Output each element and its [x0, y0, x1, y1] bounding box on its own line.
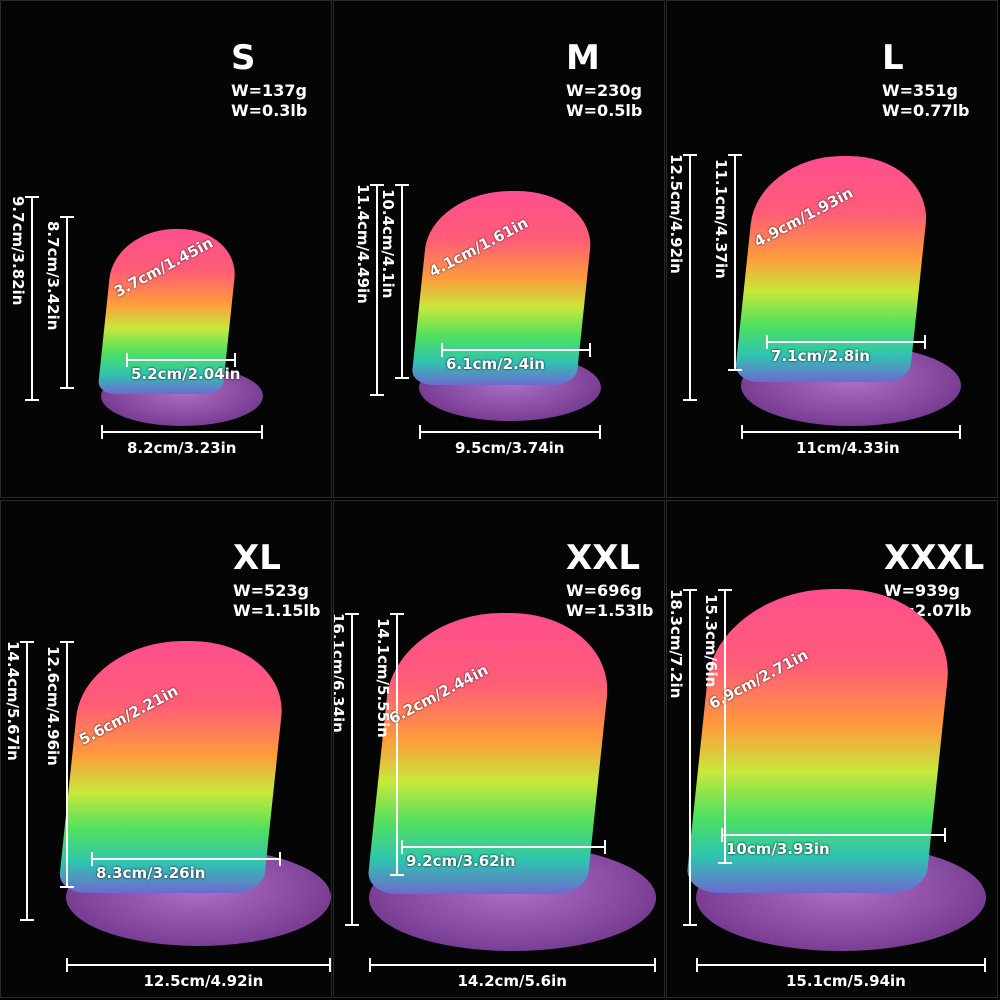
weight-pounds: W=1.15lb	[233, 601, 321, 620]
shaft-width-label: 5.2cm/2.04in	[131, 365, 241, 383]
shaft-width-line	[766, 335, 926, 349]
size-panel: XL W=523g W=1.15lb 14.4cm/5.67in 12.6cm/4.96…	[0, 500, 332, 998]
insert-length-label: 11.1cm/4.37in	[712, 159, 730, 279]
total-height-label: 14.4cm/5.67in	[4, 641, 22, 761]
shaft-width-label: 7.1cm/2.8in	[771, 347, 870, 365]
weight-pounds: W=0.77lb	[882, 101, 970, 120]
insert-length-label: 15.3cm/6in	[702, 594, 720, 688]
base-width-label: 11cm/4.33in	[796, 439, 900, 457]
base-width-label: 14.2cm/5.6in	[457, 972, 567, 990]
shaft-width-line	[91, 852, 281, 866]
shaft-width-line	[721, 828, 946, 842]
size-panel: S W=137g W=0.3lb 9.7cm/3.82in 8.7cm/3.42in 3.…	[0, 0, 332, 498]
base-width-line	[369, 958, 656, 972]
size-panel: XXXL W=939g W=2.07lb 18.3cm/7.2in 15.3cm/6in…	[666, 500, 998, 998]
insert-length-line	[728, 154, 742, 371]
size-label: M	[566, 38, 600, 78]
total-height-line	[25, 196, 39, 401]
base-width-label: 9.5cm/3.74in	[455, 439, 565, 457]
size-label: S	[231, 38, 256, 78]
total-height-label: 18.3cm/7.2in	[667, 589, 685, 699]
shaft-width-label: 8.3cm/3.26in	[96, 864, 206, 882]
insert-length-label: 12.6cm/4.96in	[44, 646, 62, 766]
total-height-label: 11.4cm/4.49in	[354, 184, 372, 304]
shaft-width-line	[401, 840, 606, 854]
base-width-label: 8.2cm/3.23in	[127, 439, 237, 457]
insert-length-line	[718, 589, 732, 864]
shaft-width-label: 6.1cm/2.4in	[446, 355, 545, 373]
insert-length-label: 8.7cm/3.42in	[44, 221, 62, 331]
weight-pounds: W=0.5lb	[566, 101, 643, 120]
size-panel: XXL W=696g W=1.53lb 16.1cm/6.34in 14.1cm/5.5…	[333, 500, 665, 998]
shaft-width-label: 9.2cm/3.62in	[406, 852, 516, 870]
base-width-line	[741, 425, 961, 439]
insert-length-line	[60, 216, 74, 389]
total-height-label: 16.1cm/6.34in	[333, 613, 347, 733]
base-width-label: 12.5cm/4.92in	[143, 972, 264, 990]
shaft-width-label: 10cm/3.93in	[726, 840, 830, 858]
insert-length-line	[395, 184, 409, 379]
insert-length-line	[60, 641, 74, 888]
weight-grams: W=137g	[231, 81, 307, 100]
base-width-line	[419, 425, 601, 439]
shaft-width-line	[441, 343, 591, 357]
total-height-line	[345, 613, 359, 926]
insert-length-line	[390, 613, 404, 876]
base-width-line	[66, 958, 331, 972]
size-label: L	[882, 38, 904, 78]
weight-pounds: W=0.3lb	[231, 101, 308, 120]
total-height-line	[683, 589, 697, 926]
size-panel: L W=351g W=0.77lb 12.5cm/4.92in 11.1cm/4.37i…	[666, 0, 998, 498]
weight-grams: W=523g	[233, 581, 309, 600]
size-label: XXL	[566, 538, 641, 578]
weight-pounds: W=1.53lb	[566, 601, 654, 620]
size-label: XL	[233, 538, 281, 578]
base-width-line	[101, 425, 263, 439]
total-height-line	[370, 184, 384, 396]
shaft-width-line	[126, 353, 236, 367]
total-height-line	[683, 154, 697, 401]
insert-length-label: 10.4cm/4.1in	[379, 189, 397, 299]
size-panel: M W=230g W=0.5lb 11.4cm/4.49in 10.4cm/4.1in 4…	[333, 0, 665, 498]
total-height-label: 9.7cm/3.82in	[9, 196, 27, 306]
weight-grams: W=230g	[566, 81, 642, 100]
size-label: XXXL	[884, 538, 985, 578]
weight-grams: W=696g	[566, 581, 642, 600]
total-height-label: 12.5cm/4.92in	[667, 154, 685, 274]
weight-grams: W=939g	[884, 581, 960, 600]
total-height-line	[20, 641, 34, 921]
weight-grams: W=351g	[882, 81, 958, 100]
base-width-label: 15.1cm/5.94in	[786, 972, 906, 990]
base-width-line	[696, 958, 986, 972]
